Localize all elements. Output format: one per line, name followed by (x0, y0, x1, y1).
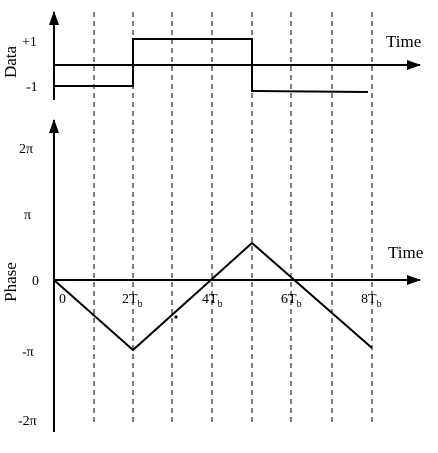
tick-zero: 0 (32, 274, 39, 289)
data-x-label: Time (386, 32, 421, 51)
tick-plus-one: +1 (22, 35, 37, 50)
tick-minus-pi: -π (22, 345, 34, 360)
phase-plot: Phase Time 2π π 0 -π -2π 0 2Tb 4Tb 6Tb 8… (1, 119, 423, 432)
phase-x-label: Time (388, 243, 423, 262)
phase-trajectory (53, 241, 373, 352)
data-y-label: Data (1, 46, 20, 79)
tick-pi: π (24, 208, 31, 223)
time-gridlines (93, 12, 373, 426)
tick-minus-one: -1 (26, 80, 38, 95)
tick-minus-2pi: -2π (18, 414, 37, 429)
x-tick-2tb: 2Tb (122, 292, 143, 310)
data-waveform (54, 38, 369, 93)
stray-dot (174, 315, 178, 319)
x-tick-6tb: 6Tb (281, 292, 302, 310)
x-tick-4tb: 4Tb (202, 292, 223, 310)
data-plot: Data Time +1 -1 (1, 11, 421, 100)
x-tick-0: 0 (59, 292, 66, 307)
x-tick-8tb: 8Tb (361, 292, 382, 310)
tick-2pi: 2π (19, 142, 33, 157)
phase-y-label: Phase (1, 262, 20, 302)
